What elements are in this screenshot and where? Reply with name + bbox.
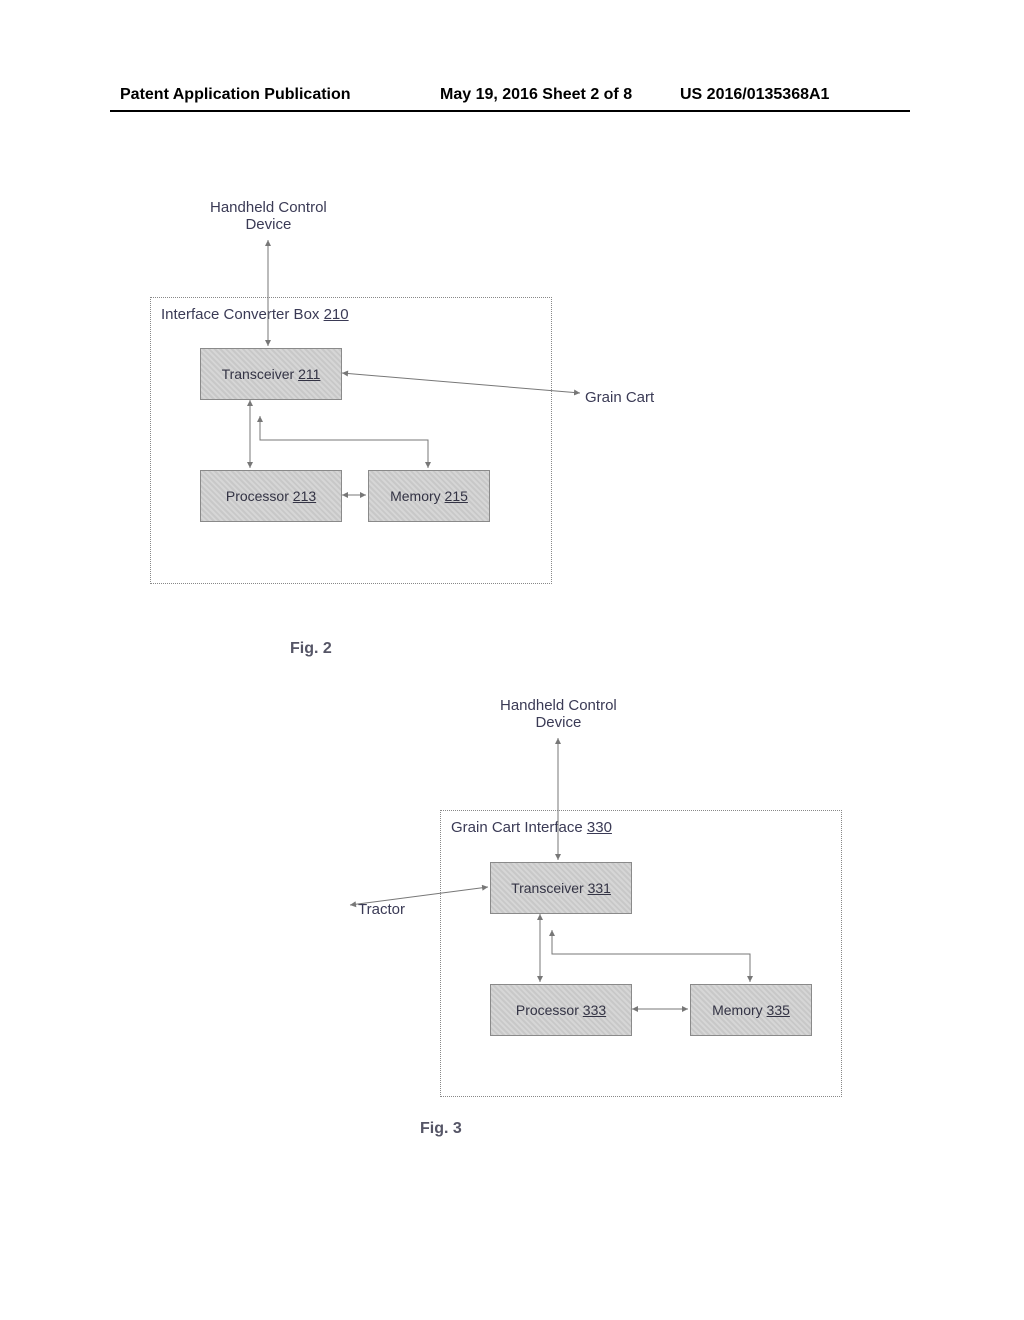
fig2-handheld-label: Handheld Control Device — [210, 200, 327, 233]
fig3-transceiver-label: Transceiver — [511, 880, 588, 896]
fig2-memory-block: Memory 215 — [368, 470, 490, 522]
fig3-frame-ref: 330 — [587, 819, 612, 836]
fig3-memory-ref: 335 — [767, 1002, 790, 1018]
fig2-frame: Interface Converter Box 210 — [150, 297, 552, 584]
fig3-transceiver-block: Transceiver 331 — [490, 862, 632, 914]
fig2-transceiver-ref: 211 — [298, 366, 320, 382]
fig2-processor-label: Processor — [226, 488, 293, 504]
fig3-processor-ref: 333 — [583, 1002, 606, 1018]
fig3-transceiver-ref: 331 — [588, 880, 611, 896]
fig3-processor-label: Processor — [516, 1002, 583, 1018]
header-mid: May 19, 2016 Sheet 2 of 8 — [440, 86, 632, 104]
fig2-transceiver-label: Transceiver — [222, 366, 299, 382]
fig2-memory-label: Memory — [390, 488, 444, 504]
fig3-caption: Fig. 3 — [420, 1120, 462, 1138]
fig3-memory-block: Memory 335 — [690, 984, 812, 1036]
fig2-frame-title-text: Interface Converter Box — [161, 306, 324, 323]
fig2-processor-ref: 213 — [293, 488, 316, 504]
fig3-memory-label: Memory — [712, 1002, 766, 1018]
header-right: US 2016/0135368A1 — [680, 86, 829, 104]
fig2-external-label: Grain Cart — [585, 390, 654, 407]
fig2-processor-block: Processor 213 — [200, 470, 342, 522]
arrows-overlay — [0, 0, 1024, 1320]
fig3-frame-title: Grain Cart Interface 330 — [451, 819, 612, 836]
fig2-caption: Fig. 2 — [290, 640, 332, 658]
header-rule — [110, 110, 910, 112]
fig2-frame-ref: 210 — [324, 306, 349, 323]
fig3-external-label: Tractor — [358, 902, 405, 919]
page: Patent Application Publication May 19, 2… — [0, 0, 1024, 1320]
fig3-frame-title-text: Grain Cart Interface — [451, 819, 587, 836]
fig2-frame-title: Interface Converter Box 210 — [161, 306, 349, 323]
fig3-processor-block: Processor 333 — [490, 984, 632, 1036]
fig3-handheld-label: Handheld Control Device — [500, 698, 617, 731]
fig2-memory-ref: 215 — [445, 488, 468, 504]
fig2-transceiver-block: Transceiver 211 — [200, 348, 342, 400]
fig3-frame: Grain Cart Interface 330 — [440, 810, 842, 1097]
header-left: Patent Application Publication — [120, 86, 351, 104]
